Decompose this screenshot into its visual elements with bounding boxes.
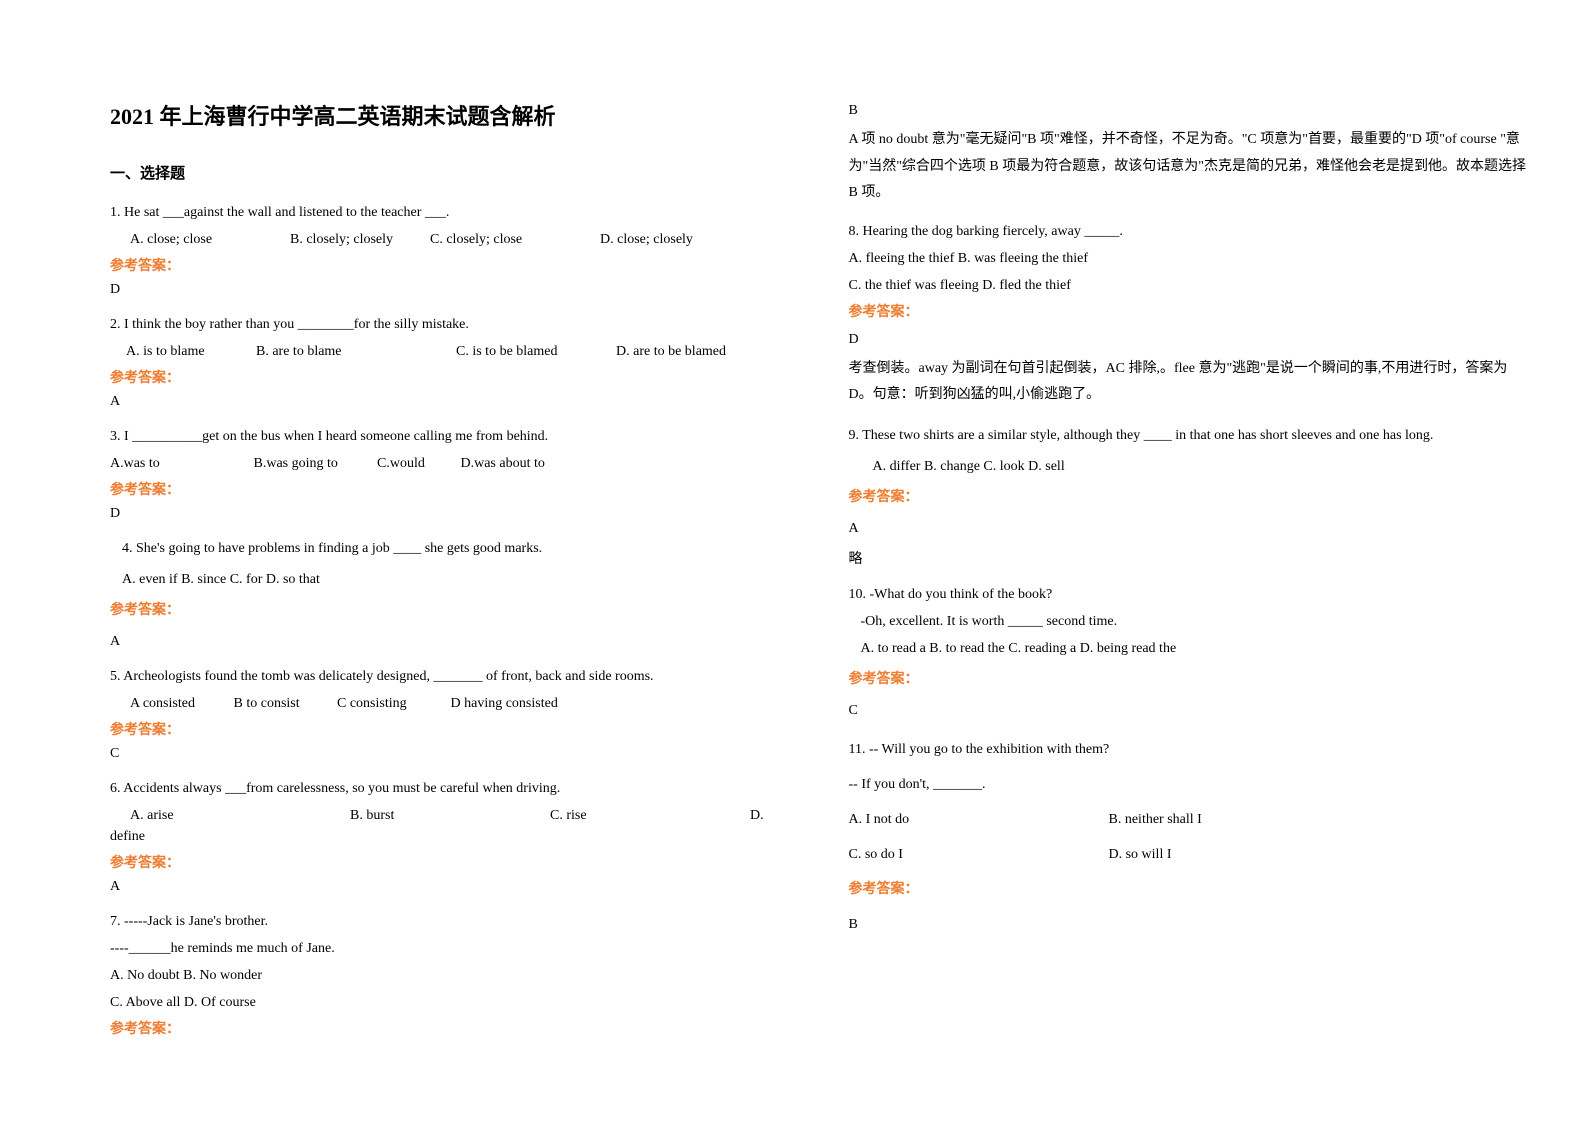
q11-opt-a: A. I not do — [849, 809, 1109, 830]
q5-stem: 5. Archeologists found the tomb was deli… — [110, 666, 789, 687]
q9-note: 略 — [849, 549, 1528, 570]
q6-opt-c: C. rise — [550, 805, 750, 826]
q9-options: A. differ B. change C. look D. sell — [873, 456, 1528, 477]
q11-line2: -- If you don't, _______. — [849, 774, 1528, 795]
q7-opts-ab: A. No doubt B. No wonder — [110, 965, 789, 986]
q6-opt-d-cont: define — [110, 826, 789, 847]
q7-line2: ----______he reminds me much of Jane. — [110, 938, 789, 959]
q7-explain: A 项 no doubt 意为"毫无疑问"B 项"难怪，并不奇怪，不足为奇。"C… — [849, 127, 1528, 207]
q9-answer: A — [849, 518, 1528, 539]
q6-opt-b: B. burst — [350, 805, 550, 826]
q6-answer-label: 参考答案： — [110, 853, 789, 874]
q2-opt-c: C. is to be blamed — [456, 341, 616, 362]
q2-opt-d: D. are to be blamed — [616, 341, 726, 362]
q1-options: A. close; close B. closely; closely C. c… — [110, 229, 789, 250]
q10-line2: -Oh, excellent. It is worth _____ second… — [861, 611, 1528, 632]
q1-opt-c: C. closely; close — [430, 229, 600, 250]
q1-stem: 1. He sat ___against the wall and listen… — [110, 202, 789, 223]
q4-answer: A — [110, 631, 789, 652]
q7-stem: 7. -----Jack is Jane's brother. — [110, 911, 789, 932]
q11-opts-ab: A. I not do B. neither shall I — [849, 809, 1528, 830]
q11-opt-d: D. so will I — [1109, 844, 1172, 865]
q7-answer: B — [849, 100, 1528, 121]
q10-answer-label: 参考答案： — [849, 669, 1528, 690]
q8-opts-cd: C. the thief was fleeing D. fled the thi… — [849, 275, 1528, 296]
q6-opt-d: D. — [750, 805, 764, 826]
q6-opt-a: A. arise — [130, 805, 350, 826]
q5-opt-b: B to consist — [234, 693, 334, 714]
q8-answer: D — [849, 329, 1528, 350]
q1-answer: D — [110, 279, 789, 300]
q5-opt-a: A consisted — [130, 693, 230, 714]
q3-options: A.was to B.was going to C.would D.was ab… — [110, 453, 789, 474]
section-heading: 一、选择题 — [110, 163, 789, 186]
q7-opts-cd: C. Above all D. Of course — [110, 992, 789, 1013]
q2-options: A. is to blame B. are to blame C. is to … — [110, 341, 789, 362]
q5-answer: C — [110, 743, 789, 764]
q3-answer: D — [110, 503, 789, 524]
doc-title: 2021 年上海曹行中学高二英语期末试题含解析 — [110, 100, 789, 133]
document-page: 2021 年上海曹行中学高二英语期末试题含解析 一、选择题 1. He sat … — [0, 0, 1587, 1082]
q11-opt-b: B. neither shall I — [1109, 809, 1202, 830]
q11-opts-cd: C. so do I D. so will I — [849, 844, 1528, 865]
q2-answer: A — [110, 391, 789, 412]
q5-opt-d: D having consisted — [451, 696, 558, 711]
q5-answer-label: 参考答案： — [110, 720, 789, 741]
q8-opts-ab: A. fleeing the thief B. was fleeing the … — [849, 248, 1528, 269]
q11-answer-label: 参考答案： — [849, 879, 1528, 900]
q10-options: A. to read a B. to read the C. reading a… — [861, 638, 1528, 659]
q9-answer-label: 参考答案： — [849, 487, 1528, 508]
q4-options: A. even if B. since C. for D. so that — [122, 569, 789, 590]
q6-options: A. arise B. burst C. rise D. — [110, 805, 789, 826]
q5-opt-c: C consisting — [337, 693, 447, 714]
q1-opt-b: B. closely; closely — [290, 229, 430, 250]
q1-answer-label: 参考答案： — [110, 256, 789, 277]
q8-answer-label: 参考答案： — [849, 302, 1528, 323]
q7-answer-label: 参考答案： — [110, 1019, 789, 1040]
q3-opt-a: A.was to — [110, 453, 250, 474]
q10-answer: C — [849, 700, 1528, 721]
q6-stem: 6. Accidents always ___from carelessness… — [110, 778, 789, 799]
q11-stem: 11. -- Will you go to the exhibition wit… — [849, 739, 1528, 760]
q9-stem: 9. These two shirts are a similar style,… — [849, 423, 1528, 450]
q6-answer: A — [110, 876, 789, 897]
q4-answer-label: 参考答案： — [110, 600, 789, 621]
right-column: B A 项 no doubt 意为"毫无疑问"B 项"难怪，并不奇怪，不足为奇。… — [849, 100, 1528, 1042]
q8-explain: 考查倒装。away 为副词在句首引起倒装，AC 排除,。flee 意为"逃跑"是… — [849, 356, 1528, 409]
q2-answer-label: 参考答案： — [110, 368, 789, 389]
q8-stem: 8. Hearing the dog barking fiercely, awa… — [849, 221, 1528, 242]
q2-opt-a: A. is to blame — [126, 341, 256, 362]
q3-opt-d: D.was about to — [461, 456, 545, 471]
q4-stem: 4. She's going to have problems in findi… — [122, 538, 789, 559]
q2-stem: 2. I think the boy rather than you _____… — [110, 314, 789, 335]
q2-opt-b: B. are to blame — [256, 341, 456, 362]
q1-opt-d: D. close; closely — [600, 229, 789, 250]
q1-opt-a: A. close; close — [130, 229, 290, 250]
q5-options: A consisted B to consist C consisting D … — [110, 693, 789, 714]
q11-opt-c: C. so do I — [849, 844, 1109, 865]
q11-answer: B — [849, 914, 1528, 935]
q3-opt-c: C.would — [377, 453, 457, 474]
q10-stem: 10. -What do you think of the book? — [849, 584, 1528, 605]
q3-opt-b: B.was going to — [254, 453, 374, 474]
q3-stem: 3. I __________get on the bus when I hea… — [110, 426, 789, 447]
left-column: 2021 年上海曹行中学高二英语期末试题含解析 一、选择题 1. He sat … — [110, 100, 789, 1042]
q3-answer-label: 参考答案： — [110, 480, 789, 501]
